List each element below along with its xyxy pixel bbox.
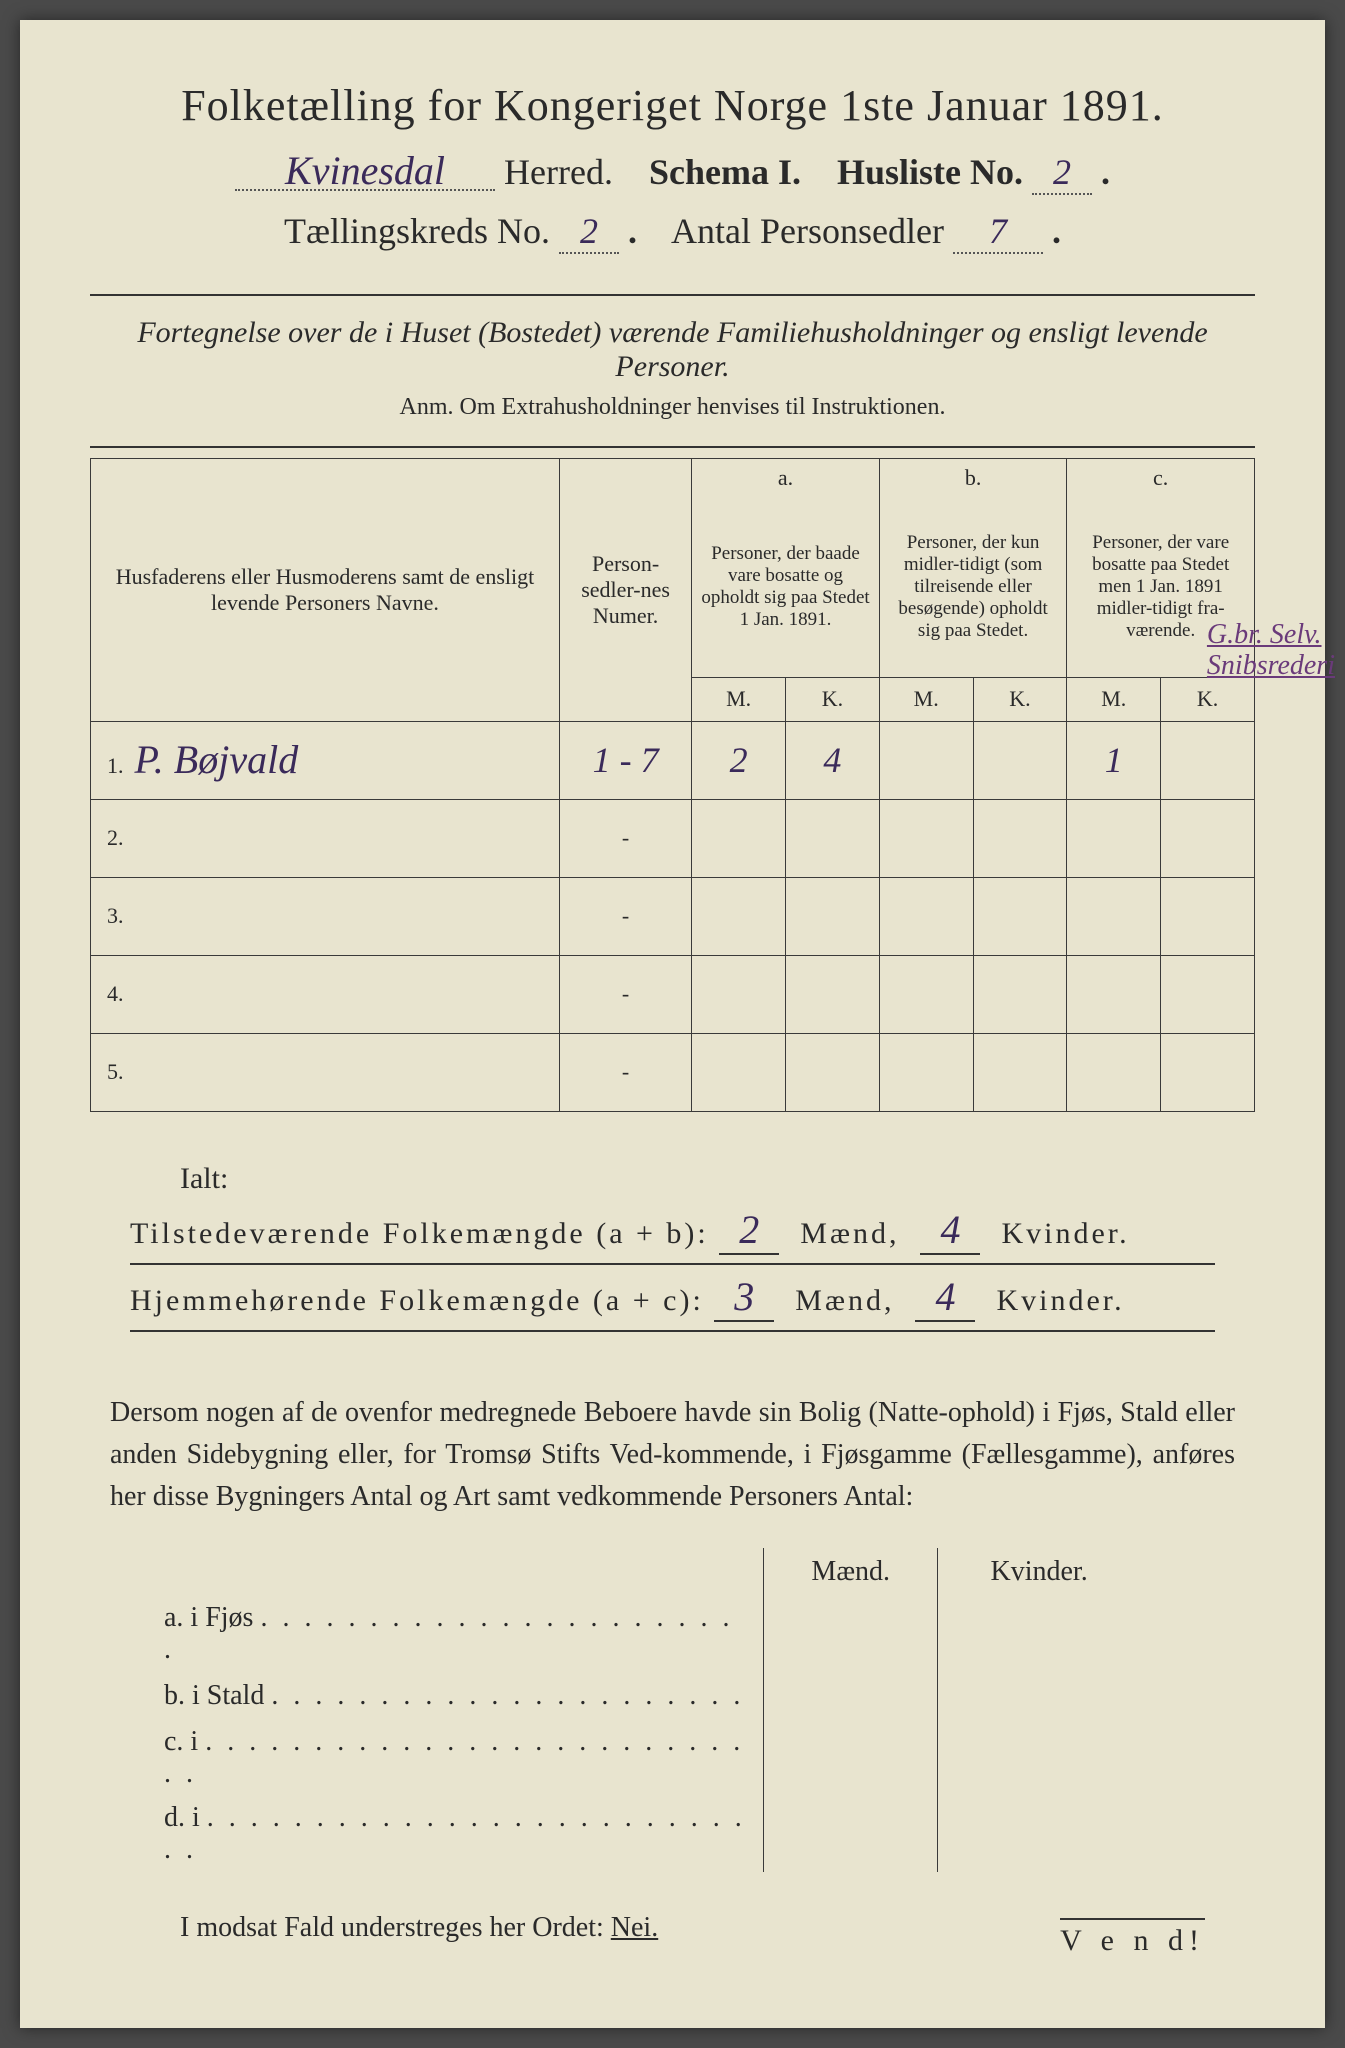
table-row: c. i . . . . . . . . . . . . . . . . . .… (150, 1720, 1140, 1796)
col-header-a-label: a. (692, 459, 880, 498)
ialt-label: Ialt: (180, 1162, 1255, 1196)
col-maend: Mænd. (764, 1548, 938, 1596)
header-line-3: Tællingskreds No. 2 . Antal Personsedler… (90, 210, 1255, 254)
col-c-k: K. (1161, 677, 1255, 721)
herred-value: Kvinesdal (235, 153, 495, 191)
col-header-numer: Person-sedler-nes Numer. (559, 459, 691, 722)
herred-label: Herred. (504, 152, 613, 192)
col-c-m: M. (1067, 677, 1161, 721)
table-row: 2. - (91, 799, 1255, 877)
kreds-label: Tællingskreds No. (284, 211, 550, 251)
table-row: 1. P. Bøjvald 1 - 7 2 4 1 (91, 721, 1255, 799)
rule (90, 294, 1255, 296)
outbuilding-paragraph: Dersom nogen af de ovenfor medregnede Be… (110, 1392, 1235, 1518)
antal-no: 7 (953, 210, 1043, 254)
col-a-m: M. (692, 677, 786, 721)
col-header-b-text: Personer, der kun midler-tidigt (som til… (879, 497, 1067, 677)
table-row: 3. - (91, 877, 1255, 955)
husliste-no: 2 (1032, 151, 1092, 195)
col-header-name: Husfaderens eller Husmoderens samt de en… (91, 459, 560, 722)
page-title: Folketælling for Kongeriget Norge 1ste J… (90, 80, 1255, 131)
household-table: Husfaderens eller Husmoderens samt de en… (90, 458, 1255, 1112)
table-row: d. i . . . . . . . . . . . . . . . . . .… (150, 1796, 1140, 1872)
rule (90, 446, 1255, 448)
col-header-b-label: b. (879, 459, 1067, 498)
table-row: b. i Stald . . . . . . . . . . . . . . .… (150, 1672, 1140, 1720)
outbuilding-table: Mænd. Kvinder. a. i Fjøs . . . . . . . .… (150, 1548, 1140, 1872)
col-a-k: K. (786, 677, 880, 721)
vend-label: V e n d! (1060, 1918, 1205, 1958)
census-form-page: Folketælling for Kongeriget Norge 1ste J… (20, 20, 1325, 2028)
col-header-c-label: c. (1067, 459, 1255, 498)
antal-label: Antal Personsedler (671, 211, 944, 251)
table-row: 5. - (91, 1033, 1255, 1111)
rule (130, 1263, 1215, 1265)
col-kvinder: Kvinder. (937, 1548, 1140, 1596)
sum-present: Tilstedeværende Folkemængde (a + b): 2 M… (130, 1206, 1255, 1255)
husliste-label: Husliste No. (837, 152, 1023, 192)
table-row: 4. - (91, 955, 1255, 1033)
sum-resident: Hjemmehørende Folkemængde (a + c): 3 Mæn… (130, 1273, 1255, 1322)
col-b-k: K. (973, 677, 1067, 721)
col-b-m: M. (879, 677, 973, 721)
margin-annotation: G.br. Selv. Snibsrederi (1207, 620, 1335, 682)
anm-note: Anm. Om Extrahusholdninger henvises til … (90, 394, 1255, 421)
subtitle: Fortegnelse over de i Huset (Bostedet) v… (90, 316, 1255, 384)
schema-label: Schema I. (649, 152, 801, 192)
kreds-no: 2 (559, 210, 619, 254)
rule (130, 1330, 1215, 1332)
header-line-2: Kvinesdal Herred. Schema I. Husliste No.… (90, 151, 1255, 195)
row-name-cell: 1. P. Bøjvald (91, 721, 560, 799)
col-header-a-text: Personer, der baade vare bosatte og opho… (692, 497, 880, 677)
table-row: a. i Fjøs . . . . . . . . . . . . . . . … (150, 1596, 1140, 1672)
